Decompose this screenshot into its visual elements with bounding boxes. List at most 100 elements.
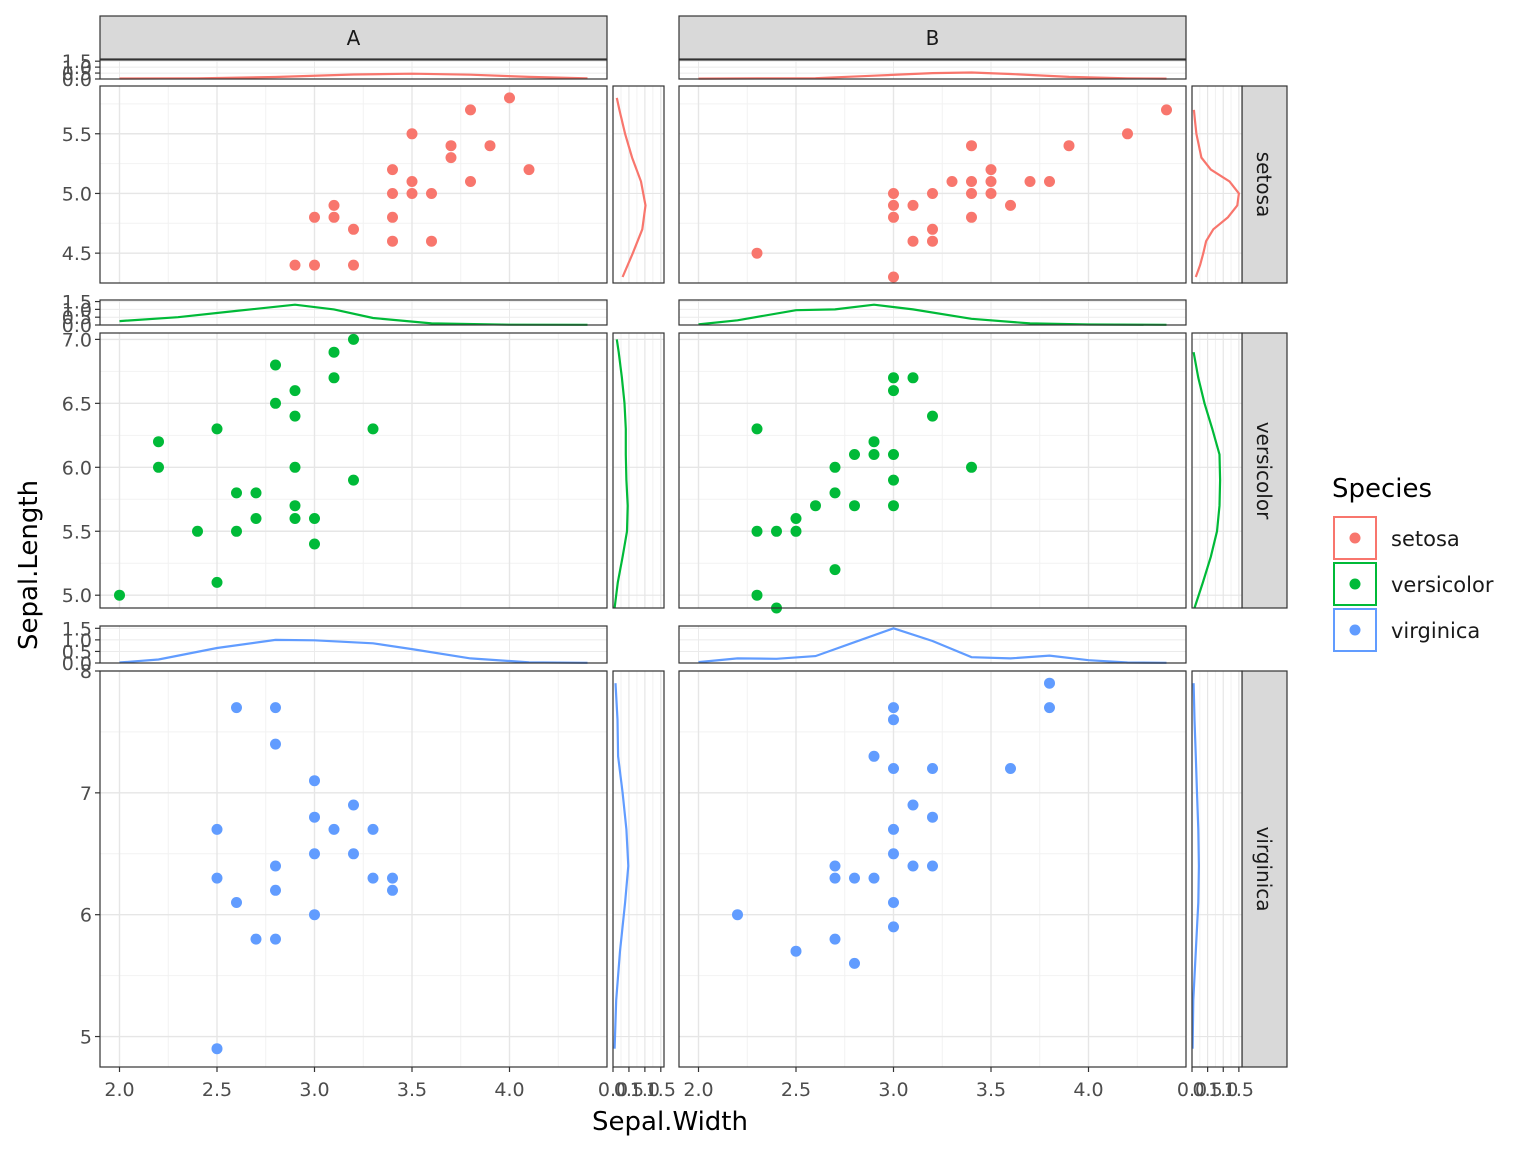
data-point [966, 461, 977, 473]
column-strips: A B [99, 15, 1187, 60]
density-tick-label: 0.5 [62, 63, 92, 85]
top-marginal-border [678, 625, 1187, 664]
legend-point-setosa [1349, 532, 1361, 544]
top-marginal-border [99, 59, 608, 80]
top-density-line [119, 303, 588, 326]
data-point [771, 525, 782, 537]
data-point [387, 884, 398, 896]
density-x-tick-label: 0.0 [598, 1079, 628, 1101]
data-point [907, 372, 919, 384]
data-point [445, 152, 457, 164]
data-point [309, 538, 320, 550]
data-point [270, 860, 281, 872]
data-point [367, 823, 379, 835]
y-tick-label: 6.5 [62, 393, 92, 415]
data-point [367, 872, 379, 884]
data-point [250, 487, 262, 499]
data-point [328, 346, 340, 358]
data-point [153, 436, 164, 448]
data-point [270, 359, 281, 371]
data-point [829, 461, 841, 473]
x-tick-label: 2.5 [781, 1079, 811, 1101]
x-tick-label: 2.0 [104, 1079, 134, 1101]
density-x-tick-label: 1.5 [646, 1079, 676, 1101]
data-point [907, 199, 919, 211]
data-point [309, 811, 320, 823]
scatter-panel-border [99, 332, 608, 609]
data-point [250, 933, 262, 945]
data-point [387, 188, 398, 199]
data-point [426, 235, 437, 247]
data-point [445, 140, 457, 152]
data-point [927, 410, 938, 422]
data-point [387, 211, 398, 223]
data-point [289, 410, 301, 422]
data-point [270, 702, 281, 714]
data-point [289, 500, 301, 512]
data-point [849, 449, 860, 460]
top-marginal-border [99, 625, 608, 664]
density-tick-label: 0.0 [62, 653, 92, 675]
data-point [888, 449, 899, 460]
scatter-panel-border [678, 332, 1187, 609]
data-point [829, 860, 841, 872]
data-point [484, 140, 496, 152]
right-marginal-border [612, 670, 665, 1068]
legend-label-setosa: setosa [1391, 527, 1460, 551]
density-tick-label: 1.5 [62, 51, 92, 73]
scatter-panel-bg [100, 671, 607, 1067]
data-point [966, 176, 977, 187]
right-marginal-border [1191, 670, 1243, 1068]
data-point [367, 423, 379, 435]
data-point [406, 128, 418, 140]
y-axis-title: Sepal.Length [14, 480, 44, 650]
panel-setosa-B [678, 59, 1243, 284]
data-point [829, 872, 841, 884]
strip-A-label: A [347, 26, 361, 50]
data-point [927, 188, 938, 199]
y-tick-label: 5.0 [62, 183, 92, 205]
data-point [504, 92, 515, 104]
data-point [348, 333, 359, 345]
data-point [270, 933, 281, 945]
data-point [810, 500, 821, 512]
right-density-line [1192, 109, 1241, 278]
density-x-tick-label: 0.0 [1177, 1079, 1207, 1101]
data-point [868, 436, 880, 448]
data-point [790, 525, 802, 537]
data-point [888, 500, 899, 512]
scatter-panel-border [99, 670, 608, 1068]
data-point [868, 449, 880, 460]
right-marginal-border [612, 85, 665, 284]
data-point [348, 223, 359, 235]
data-point [888, 385, 899, 397]
panel-virginica-A [99, 625, 665, 1068]
strip-setosa-bg [1241, 85, 1288, 284]
data-point [1044, 176, 1055, 187]
data-point [907, 860, 919, 872]
y-tick-label: 5 [80, 1027, 92, 1049]
data-point [927, 811, 938, 823]
panel-versicolor-A [99, 299, 665, 609]
data-point [927, 860, 938, 872]
x-tick-label: 2.5 [202, 1079, 232, 1101]
data-point [927, 235, 938, 247]
data-point [211, 872, 223, 884]
y-tick-label: 5.5 [62, 521, 92, 543]
data-point [406, 176, 418, 187]
x-tick-label: 2.0 [683, 1079, 713, 1101]
data-point [927, 763, 938, 774]
data-point [309, 909, 320, 921]
data-point [751, 247, 763, 259]
right-marginal-border [1191, 85, 1243, 284]
top-marginal-bg [100, 300, 607, 325]
data-point [211, 423, 223, 435]
data-point [270, 738, 281, 750]
x-tick-label: 3.5 [976, 1079, 1006, 1101]
data-point [1024, 176, 1036, 187]
y-tick-label: 6.0 [62, 457, 92, 479]
data-point [328, 211, 340, 223]
data-point [114, 589, 125, 601]
data-point [888, 763, 899, 774]
